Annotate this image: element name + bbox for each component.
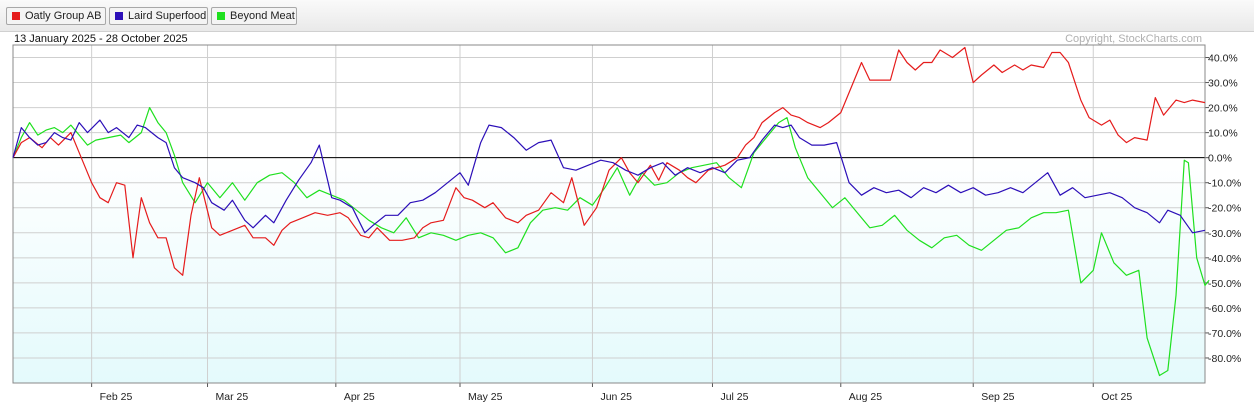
y-tick-label: 30.0% bbox=[1208, 78, 1238, 90]
x-tick-label: Jul 25 bbox=[720, 391, 748, 403]
x-tick-label: May 25 bbox=[468, 391, 503, 403]
y-tick-label: -60.0% bbox=[1208, 303, 1241, 315]
legend-item-beyond[interactable]: Beyond Meat bbox=[211, 7, 297, 25]
legend-bar: Oatly Group AB Laird Superfood Beyond Me… bbox=[0, 0, 1254, 32]
legend-label-beyond: Beyond Meat bbox=[230, 10, 295, 22]
copyright-label: Copyright, StockCharts.com bbox=[1065, 33, 1202, 45]
y-tick-label: -40.0% bbox=[1208, 253, 1241, 265]
x-tick-label: Feb 25 bbox=[100, 391, 133, 403]
y-tick-label: 20.0% bbox=[1208, 103, 1238, 115]
y-tick-label: -80.0% bbox=[1208, 353, 1241, 365]
y-tick-label: -20.0% bbox=[1208, 203, 1241, 215]
beyond-series-line bbox=[12, 106, 1210, 377]
legend-label-oatly: Oatly Group AB bbox=[25, 10, 102, 22]
x-tick-label: Apr 25 bbox=[344, 391, 375, 403]
x-tick-label: Sep 25 bbox=[981, 391, 1014, 403]
laird-series-line bbox=[12, 119, 1206, 234]
x-tick-label: Mar 25 bbox=[216, 391, 249, 403]
legend-swatch-oatly bbox=[12, 12, 20, 20]
y-tick-label: -30.0% bbox=[1208, 228, 1241, 240]
y-tick-label: 0.0% bbox=[1208, 153, 1232, 165]
y-tick-label: -10.0% bbox=[1208, 178, 1241, 190]
legend-item-laird[interactable]: Laird Superfood bbox=[109, 7, 208, 25]
legend-swatch-laird bbox=[115, 12, 123, 20]
legend-item-oatly[interactable]: Oatly Group AB bbox=[6, 7, 106, 25]
y-tick-label: -70.0% bbox=[1208, 328, 1241, 340]
plot-background bbox=[13, 157, 1205, 383]
legend-label-laird: Laird Superfood bbox=[128, 10, 207, 22]
x-tick-label: Oct 25 bbox=[1101, 391, 1132, 403]
oatly-series-line bbox=[12, 46, 1206, 276]
y-tick-label: -50.0% bbox=[1208, 278, 1241, 290]
x-tick-label: Jun 25 bbox=[600, 391, 632, 403]
y-tick-label: 40.0% bbox=[1208, 53, 1238, 65]
plot-frame bbox=[12, 44, 1206, 384]
legend-swatch-beyond bbox=[217, 12, 225, 20]
x-tick-label: Aug 25 bbox=[849, 391, 882, 403]
y-tick-label: 10.0% bbox=[1208, 128, 1238, 140]
date-range-label: 13 January 2025 - 28 October 2025 bbox=[14, 33, 188, 45]
